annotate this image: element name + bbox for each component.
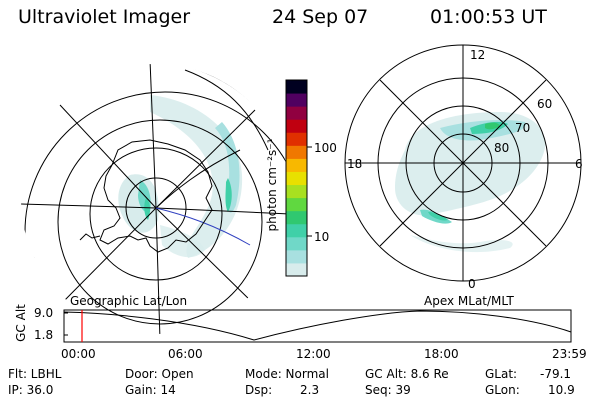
colorbar-swatch: [286, 236, 307, 251]
colorbar-swatch: [286, 158, 307, 172]
status-glon-value: 10.9: [548, 383, 575, 397]
mlat-label-70: 70: [515, 121, 531, 135]
status-glat-label: GLat:: [485, 367, 518, 381]
colorbar-border: [285, 79, 308, 277]
colorbar-swatch: [286, 119, 307, 133]
colorbar-swatch: [286, 93, 307, 107]
colorbar-swatch: [286, 197, 307, 212]
status-flt: Flt: LBHL: [8, 367, 62, 381]
mlt-label-12: 12: [470, 48, 486, 62]
left-panel-caption: Geographic Lat/Lon: [70, 294, 188, 308]
colorbar-tick-100: 100: [314, 141, 337, 155]
status-seq: Seq: 39: [365, 383, 411, 397]
left-aurora-emission: [118, 95, 243, 258]
colorbar-swatch: [286, 249, 307, 264]
altitude-curve: [63, 310, 572, 341]
colorbar-swatch: [286, 132, 307, 146]
apex-polar-plot: [344, 44, 582, 282]
right-panel-caption: Apex MLat/MLT: [424, 294, 514, 308]
status-glon-label: GLon:: [485, 383, 520, 397]
status-mode: Mode: Normal: [245, 367, 329, 381]
colorbar-swatch: [286, 223, 307, 238]
coastline: [99, 139, 213, 253]
colorbar-unit-label: photon cm⁻²s⁻¹: [265, 138, 279, 232]
timeline-xtick-1: 06:00: [168, 347, 203, 361]
status-door: Door: Open: [125, 367, 194, 381]
colorbar-tick-10: 10: [314, 230, 330, 244]
status-dsp-label: Dsp:: [245, 383, 273, 397]
status-glat-value: -79.1: [540, 367, 572, 381]
status-dsp-value: 2.3: [300, 383, 320, 397]
colorbar-swatch: [286, 184, 307, 199]
instrument-title: Ultraviolet Imager: [18, 6, 191, 28]
colorbar-swatch: [286, 106, 307, 120]
status-gcalt: GC Alt: 8.6 Re: [365, 367, 449, 381]
timeline-xtick-4: 23:59: [552, 347, 587, 361]
colorbar-swatch: [286, 171, 307, 186]
date-label: 24 Sep 07: [272, 6, 369, 28]
colorbar-swatch: [286, 80, 307, 94]
status-gain: Gain: 14: [125, 383, 176, 397]
colorbar-swatch: [286, 262, 307, 277]
mlat-label-60: 60: [537, 97, 553, 111]
timeline-xtick-2: 12:00: [296, 347, 331, 361]
timeline-ytick-high: 9.0: [34, 306, 54, 320]
timeline-xtick-3: 18:00: [424, 347, 459, 361]
mlt-label-0: 0: [468, 277, 476, 291]
color-scale-bar: [285, 79, 308, 277]
status-ip: IP: 36.0: [8, 383, 54, 397]
colorbar-swatch: [286, 145, 307, 159]
colorbar-swatch: [286, 210, 307, 225]
mlt-label-18: 18: [347, 157, 363, 171]
timeline-xtick-0: 00:00: [61, 347, 96, 361]
timeline-axis-label: GC Alt: [13, 304, 28, 342]
time-label: 01:00:53 UT: [430, 6, 547, 28]
timeline-ytick-low: 1.8: [34, 328, 54, 342]
gc-altitude-timeline: [63, 309, 572, 343]
mlat-label-80: 80: [494, 141, 510, 155]
geographic-map: [21, 64, 291, 334]
mlt-label-6: 6: [575, 157, 583, 171]
right-aurora-emission: [395, 112, 546, 253]
